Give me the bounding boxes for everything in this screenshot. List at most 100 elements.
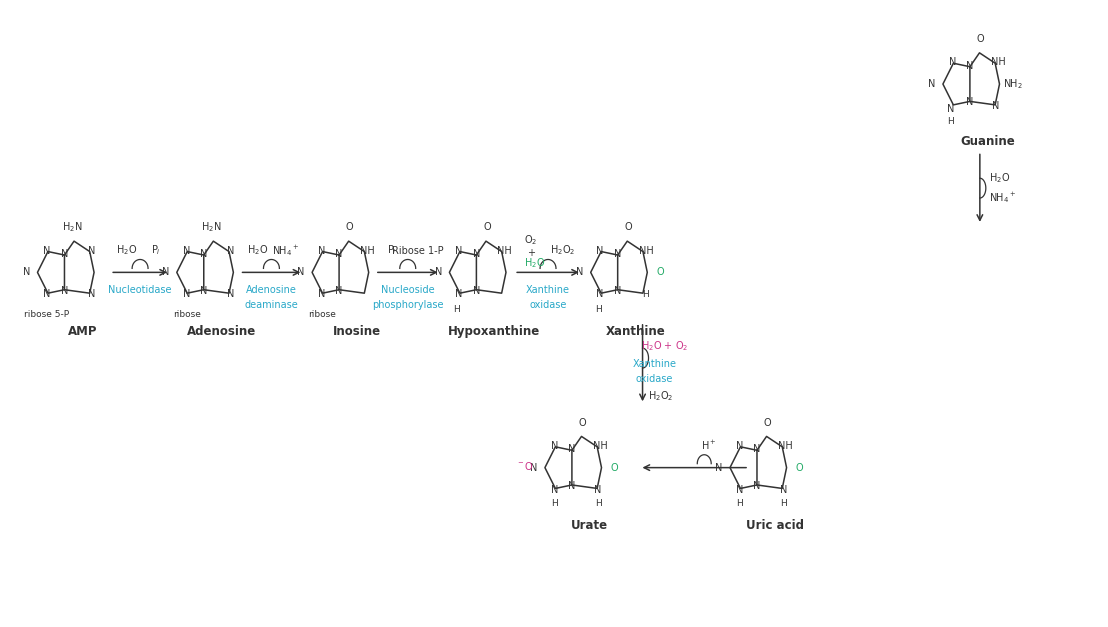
Text: H: H	[780, 499, 787, 508]
Text: H: H	[595, 305, 602, 314]
Text: N: N	[43, 246, 51, 256]
Text: Adenosine: Adenosine	[246, 285, 297, 295]
Text: O: O	[625, 222, 632, 232]
Text: N: N	[434, 267, 442, 277]
Text: O: O	[763, 418, 771, 428]
Text: N: N	[318, 246, 326, 256]
Text: H: H	[551, 499, 557, 508]
Text: N: N	[596, 246, 604, 256]
Text: NH: NH	[360, 246, 375, 256]
Text: NH$_4$$^+$: NH$_4$$^+$	[989, 191, 1016, 206]
Text: N: N	[716, 463, 722, 473]
Text: H$_2$O: H$_2$O	[989, 171, 1010, 185]
Text: phosphorylase: phosphorylase	[372, 300, 443, 310]
Text: P$_i$: P$_i$	[387, 244, 397, 258]
Text: ribose: ribose	[309, 310, 337, 320]
Text: N: N	[88, 246, 95, 256]
Text: Xanthine: Xanthine	[633, 359, 677, 369]
Text: N: N	[455, 289, 462, 299]
Text: O: O	[976, 34, 984, 44]
Text: N: N	[929, 79, 935, 89]
Text: NH: NH	[991, 57, 1006, 67]
Text: N: N	[336, 286, 342, 296]
Text: H: H	[736, 499, 742, 508]
Text: N: N	[531, 463, 537, 473]
Text: N: N	[61, 249, 69, 259]
Text: N: N	[297, 267, 305, 277]
Text: H$_2$N: H$_2$N	[202, 220, 222, 234]
Text: H$_2$O: H$_2$O	[115, 244, 136, 258]
Text: N: N	[43, 289, 51, 299]
Text: oxidase: oxidase	[636, 374, 674, 384]
Text: N: N	[551, 441, 558, 451]
Text: P$_i$: P$_i$	[151, 244, 161, 258]
Text: O: O	[578, 418, 586, 428]
Text: NH$_2$: NH$_2$	[1004, 77, 1024, 91]
Text: Xanthine: Xanthine	[526, 285, 570, 295]
Text: NH: NH	[497, 246, 512, 256]
Text: Hypoxanthine: Hypoxanthine	[448, 325, 541, 339]
Text: N: N	[88, 289, 95, 299]
Text: N: N	[61, 286, 69, 296]
Text: N: N	[946, 104, 954, 114]
Text: NH: NH	[778, 441, 792, 451]
Text: N: N	[736, 441, 743, 451]
Text: NH: NH	[593, 441, 607, 451]
Text: N: N	[183, 289, 189, 299]
Text: Nucleoside: Nucleoside	[381, 285, 434, 295]
Text: Xanthine: Xanthine	[606, 325, 666, 339]
Text: N: N	[753, 481, 761, 491]
Text: H$_2$O + O$_2$: H$_2$O + O$_2$	[640, 339, 688, 353]
Text: O: O	[611, 463, 618, 473]
Text: Ribose 1-P: Ribose 1-P	[392, 246, 443, 256]
Text: O: O	[483, 222, 491, 232]
Text: N: N	[966, 97, 974, 107]
Text: +: +	[527, 248, 535, 258]
Text: $^-$O: $^-$O	[516, 460, 534, 472]
Text: N: N	[473, 249, 480, 259]
Text: N: N	[201, 286, 207, 296]
Text: N: N	[993, 101, 999, 111]
Text: N: N	[455, 246, 462, 256]
Text: Urate: Urate	[572, 519, 608, 532]
Text: O: O	[796, 463, 803, 473]
Text: N: N	[780, 485, 787, 495]
Text: deaminase: deaminase	[245, 300, 298, 310]
Text: H: H	[947, 117, 954, 126]
Text: Guanine: Guanine	[961, 135, 1015, 148]
Text: H: H	[643, 290, 649, 298]
Text: Adenosine: Adenosine	[187, 325, 256, 339]
Text: N: N	[23, 267, 30, 277]
Text: O: O	[346, 222, 353, 232]
Text: N: N	[596, 289, 604, 299]
Text: N: N	[736, 485, 743, 495]
Text: N: N	[201, 249, 207, 259]
Text: N: N	[336, 249, 342, 259]
Text: oxidase: oxidase	[530, 300, 566, 310]
Text: Inosine: Inosine	[332, 325, 381, 339]
Text: N: N	[318, 289, 326, 299]
Text: Uric acid: Uric acid	[746, 519, 804, 532]
Text: ribose: ribose	[173, 310, 202, 320]
Text: H: H	[453, 305, 460, 314]
Text: NH: NH	[638, 246, 654, 256]
Text: O$_2$: O$_2$	[524, 233, 537, 246]
Text: H$_2$O: H$_2$O	[524, 256, 546, 270]
Text: ribose 5-P: ribose 5-P	[24, 310, 70, 320]
Text: H: H	[595, 499, 602, 508]
Text: AMP: AMP	[68, 325, 98, 339]
Text: N: N	[948, 57, 956, 67]
Text: N: N	[183, 246, 189, 256]
Text: H$_2$N: H$_2$N	[62, 220, 82, 234]
Text: H$_2$O: H$_2$O	[247, 244, 268, 258]
Text: N: N	[568, 445, 575, 455]
Text: N: N	[551, 485, 558, 495]
Text: O: O	[656, 267, 664, 277]
Text: N: N	[227, 289, 235, 299]
Text: N: N	[614, 249, 622, 259]
Text: N: N	[227, 246, 235, 256]
Text: NH$_4$$^+$: NH$_4$$^+$	[271, 243, 299, 258]
Text: H$_2$O$_2$: H$_2$O$_2$	[648, 389, 674, 403]
Text: N: N	[753, 445, 761, 455]
Text: N: N	[162, 267, 170, 277]
